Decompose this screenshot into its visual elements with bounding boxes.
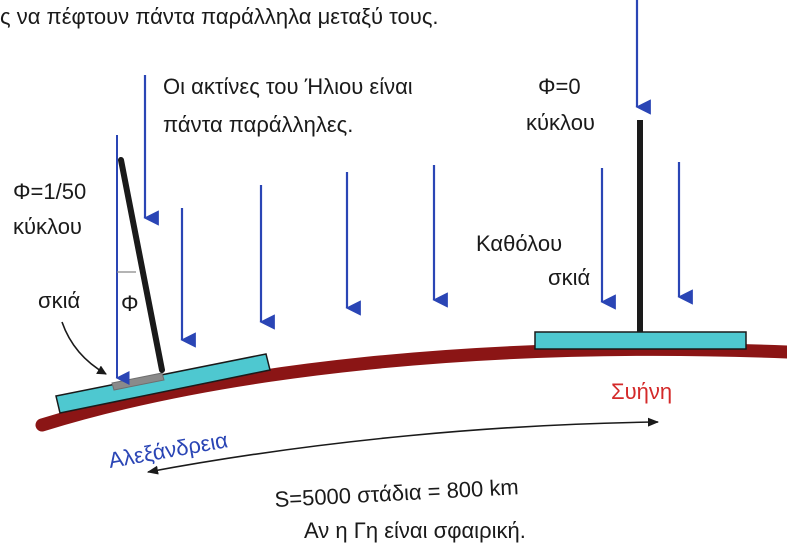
distance-arrow <box>146 417 660 475</box>
top-caption: ς να πέφτουν πάντα παράλληλα μεταξύ τους… <box>0 4 439 29</box>
syene-platform <box>534 331 747 350</box>
alexandria-city-label: Αλεξάνδρεια <box>107 427 230 473</box>
rays-note-line2: πάντα παράλληλες. <box>163 112 353 137</box>
rays-note-line1: Οι ακτίνες του Ήλιου είναι <box>163 74 413 99</box>
syene-angle-label: Φ=0 <box>538 74 581 99</box>
alexandria-platform <box>55 353 271 414</box>
shadow-pointer-arrow <box>61 321 107 375</box>
alexandria-angle-unit: κύκλου <box>13 214 82 239</box>
phi-symbol: Φ <box>121 291 139 316</box>
alexandria-shadow <box>111 372 165 391</box>
alexandria-angle-label: Φ=1/50 <box>13 179 86 204</box>
no-shadow-label-line2: σκιά <box>548 265 590 290</box>
syene-city-label: Συήνη <box>611 379 672 404</box>
syene-angle-unit: κύκλου <box>526 110 595 135</box>
shadow-label: σκιά <box>38 288 80 313</box>
distance-label: S=5000 στάδια = 800 km <box>274 474 519 512</box>
sun-rays <box>143 0 693 348</box>
sphere-assumption-label: Αν η Γη είναι σφαιρική. <box>304 518 526 543</box>
alexandria-gnomon <box>118 157 165 373</box>
no-shadow-label-line1: Καθόλου <box>476 231 562 256</box>
